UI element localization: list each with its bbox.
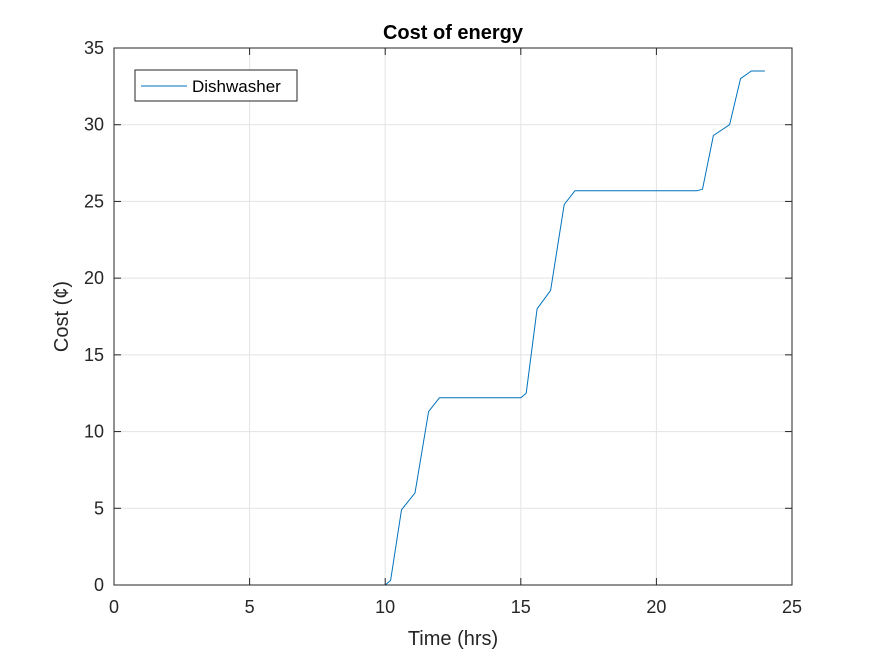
- x-tick-label: 20: [646, 597, 666, 617]
- y-tick-label: 25: [84, 191, 104, 211]
- y-axis-label: Cost (¢): [51, 281, 73, 352]
- y-tick-label: 30: [84, 115, 104, 135]
- x-tick-label: 25: [782, 597, 802, 617]
- plot-frame: [113, 47, 793, 586]
- y-tick-label: 15: [84, 345, 104, 365]
- y-tick-label: 10: [84, 422, 104, 442]
- x-tick-label: 5: [245, 597, 255, 617]
- x-tick-label: 10: [375, 597, 395, 617]
- y-tick-label: 0: [94, 575, 104, 595]
- ticks: [113, 47, 793, 586]
- legend: Dishwasher: [134, 69, 298, 102]
- chart-title: Cost of energy: [383, 22, 524, 44]
- tick-labels: 0 5 10 15 20 25 0 5 10 15 20 25 30 35: [84, 38, 802, 617]
- y-tick-label: 35: [84, 38, 104, 58]
- legend-label: Dishwasher: [192, 77, 281, 96]
- y-tick-label: 5: [94, 498, 104, 518]
- x-axis-label: Time (hrs): [408, 628, 498, 650]
- plot-area: [114, 48, 792, 585]
- x-tick-label: 0: [109, 597, 119, 617]
- x-tick-label: 15: [511, 597, 531, 617]
- series-layer: [114, 70, 765, 586]
- series-line-dishwasher: [114, 70, 765, 586]
- y-tick-label: 20: [84, 268, 104, 288]
